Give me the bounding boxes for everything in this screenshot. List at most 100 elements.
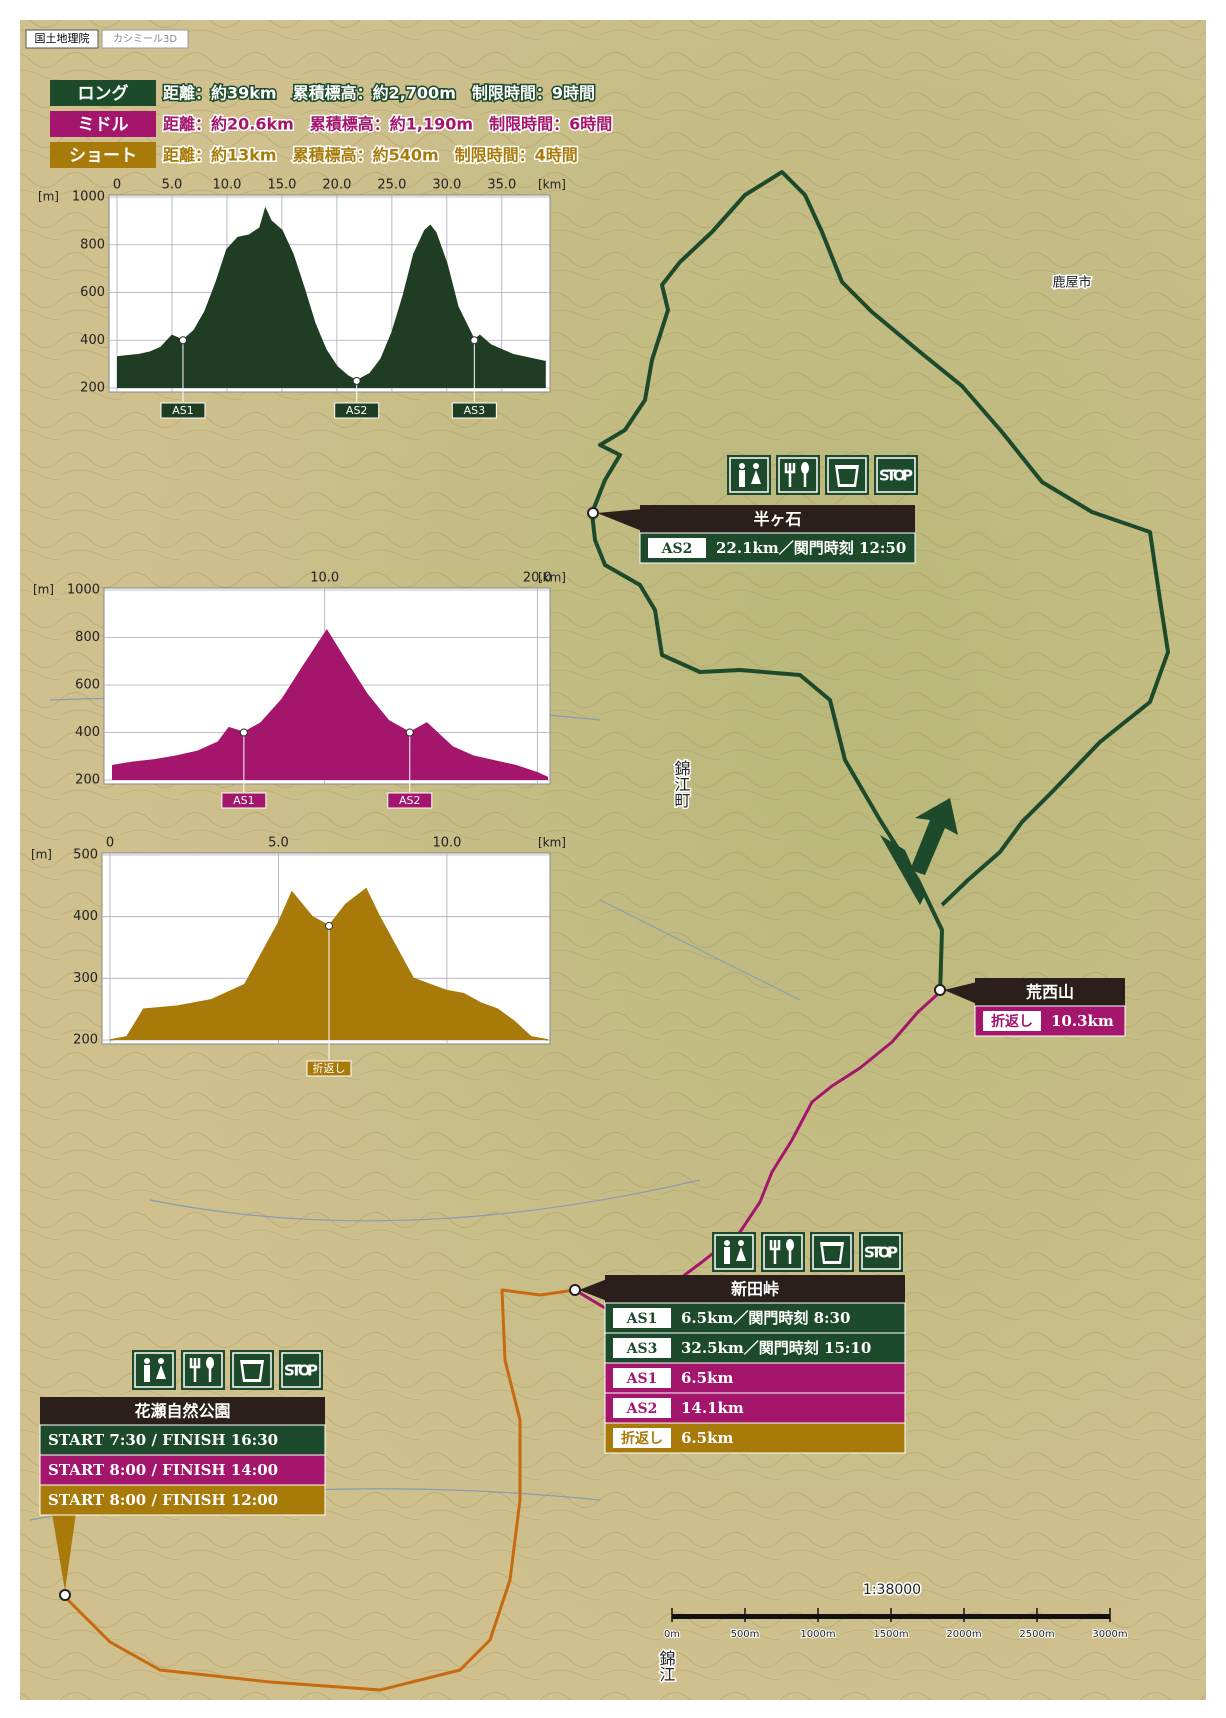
callout-text: 22.1km／関門時刻 12:50 [716,539,906,557]
location-point [587,507,599,519]
icon-frame [232,1352,272,1388]
y-tick-label: 800 [80,237,105,252]
icon-box [859,1232,903,1272]
callout-tag-text: AS3 [626,1341,658,1357]
marker-point [178,336,187,345]
direction-arrow [910,798,958,875]
callout-text: 32.5km／関門時刻 15:10 [681,1339,871,1357]
icon-box [181,1350,225,1390]
icon-cup [835,465,859,487]
elevation-fill [112,630,548,780]
legend-label: ミドル [78,115,129,135]
marker-point [470,336,479,345]
callout-tag-text: 折返し [621,1430,663,1447]
place-label: 錦江 [657,1650,676,1682]
icon-frame [812,1234,852,1270]
callout-tag-text: 折返し [991,1013,1033,1030]
icon-frame [714,1234,754,1270]
y-tick-label: 500 [73,848,98,863]
callout-text: 6.5km [681,1429,733,1447]
credit: 国土地理院 [35,31,90,45]
callout-tag [613,1338,671,1358]
callout-title: 花瀬自然公園 [134,1402,230,1421]
icon-frame [778,457,818,493]
marker-point [239,728,248,737]
callout-tag [983,1011,1041,1031]
marker-label: 折返し [313,1061,346,1075]
scale-label: 1500m [873,1629,908,1640]
marker-tag [306,1060,352,1077]
icon-box [825,455,869,495]
icon-box [761,1232,805,1272]
icon-toilet [144,1365,150,1382]
y-tick-label: 400 [75,725,100,740]
icon-box [712,1232,756,1272]
callout-tag [613,1428,671,1448]
marker-point [325,921,333,930]
x-tick-label: 10.0 [310,571,339,586]
callout-pointer [944,982,977,1004]
route-short [63,1288,576,1692]
icon-toilet [739,463,745,469]
marker-tag [387,792,433,809]
y-tick-label: 400 [73,909,98,924]
icon-stop: STOP [879,467,913,485]
icon-frame [134,1352,174,1388]
y-tick-label: 200 [75,773,100,788]
location-point [569,1284,581,1296]
x-tick-label: 10.0 [212,178,241,193]
elevation-line [111,628,549,779]
marker-point [352,376,361,385]
legend-chip [50,111,156,137]
scale-label: 2000m [946,1629,981,1640]
callout-text: 14.1km [681,1399,744,1417]
marker-label: AS1 [172,404,194,417]
x-tick-label: 25.0 [377,178,406,193]
x-tick-label: 15.0 [267,178,296,193]
legend-chip [50,142,156,168]
callout-header [975,978,1125,1006]
icon-frame [729,457,769,493]
x-unit: [km] [538,836,566,850]
callout-tag [648,538,706,558]
credit: カシミール3D [113,33,177,45]
callout-tag-text: AS1 [626,1311,658,1327]
icon-toilet [738,1240,744,1246]
callout-text: 10.3km [1051,1012,1114,1030]
y-tick-label: 1000 [72,190,105,205]
legend-chip [50,80,156,106]
legend-label: ショート [69,146,137,166]
callout-tag-text: AS2 [626,1401,658,1417]
icon-toilet [751,470,761,484]
route-long [590,170,1170,996]
x-tick-label: 0 [106,836,114,851]
marker-tag [221,792,267,809]
callout-title: 半ヶ石 [753,510,801,529]
x-tick-label: 0 [113,178,121,193]
legend-text: 距離：約20.6km 累積標高：約1,190m 制限時間：6時間 [163,115,612,134]
icon-frame [183,1352,223,1388]
icon-stop: STOP [284,1362,318,1380]
icon-toilet [724,1240,730,1246]
callout-text: START 7:30 / FINISH 16:30 [48,1431,278,1449]
y-unit: [m] [33,583,54,597]
x-tick-label: 5.0 [268,836,289,851]
callout-header [640,505,915,533]
callout-tag [613,1308,671,1328]
scale-label: 2500m [1019,1629,1054,1640]
callout-row [39,1424,326,1456]
place-label: 鹿屋市 [1052,275,1091,291]
elevation-fill [117,208,546,388]
callout-text: START 8:00 / FINISH 14:00 [48,1461,278,1479]
marker-label: AS2 [346,404,368,417]
icon-toilet [753,463,759,469]
y-tick-label: 200 [80,381,105,396]
elevation-line [109,887,549,1041]
callout-pointer [579,1279,607,1301]
icon-toilet [736,1247,746,1261]
legend-label: ロング [78,83,129,104]
y-tick-label: 800 [75,630,100,645]
callout-title: 荒西山 [1025,983,1074,1002]
callout-text: 6.5km／関門時刻 8:30 [681,1309,850,1327]
